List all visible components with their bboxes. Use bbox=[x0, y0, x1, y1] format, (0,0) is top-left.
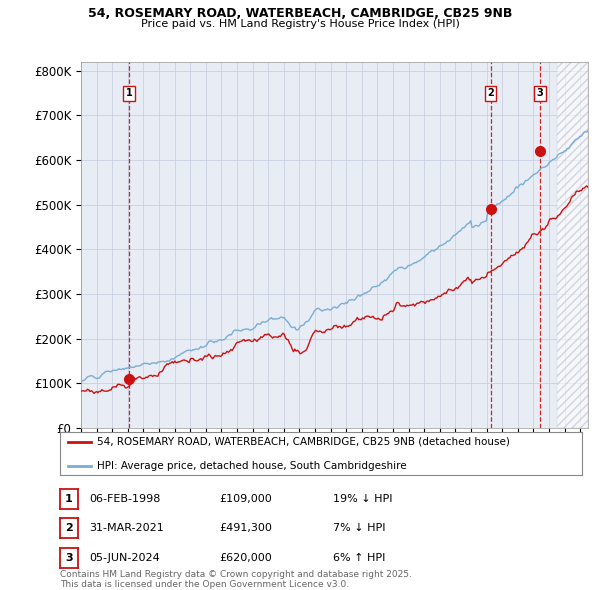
Text: 3: 3 bbox=[65, 553, 73, 562]
Text: Price paid vs. HM Land Registry's House Price Index (HPI): Price paid vs. HM Land Registry's House … bbox=[140, 19, 460, 29]
Text: 7% ↓ HPI: 7% ↓ HPI bbox=[333, 523, 386, 533]
Text: 54, ROSEMARY ROAD, WATERBEACH, CAMBRIDGE, CB25 9NB: 54, ROSEMARY ROAD, WATERBEACH, CAMBRIDGE… bbox=[88, 7, 512, 20]
Text: 1: 1 bbox=[126, 88, 133, 98]
Text: 2: 2 bbox=[487, 88, 494, 98]
Text: £491,300: £491,300 bbox=[219, 523, 272, 533]
Text: 2: 2 bbox=[65, 523, 73, 533]
Text: 19% ↓ HPI: 19% ↓ HPI bbox=[333, 494, 392, 503]
Text: 31-MAR-2021: 31-MAR-2021 bbox=[89, 523, 164, 533]
Text: This data is licensed under the Open Government Licence v3.0.: This data is licensed under the Open Gov… bbox=[60, 579, 349, 589]
Text: £109,000: £109,000 bbox=[219, 494, 272, 503]
Text: 05-JUN-2024: 05-JUN-2024 bbox=[89, 553, 160, 562]
Text: Contains HM Land Registry data © Crown copyright and database right 2025.: Contains HM Land Registry data © Crown c… bbox=[60, 570, 412, 579]
Text: 6% ↑ HPI: 6% ↑ HPI bbox=[333, 553, 385, 562]
Text: 06-FEB-1998: 06-FEB-1998 bbox=[89, 494, 160, 503]
Text: 54, ROSEMARY ROAD, WATERBEACH, CAMBRIDGE, CB25 9NB (detached house): 54, ROSEMARY ROAD, WATERBEACH, CAMBRIDGE… bbox=[97, 437, 509, 447]
Text: 1: 1 bbox=[65, 494, 73, 503]
Text: 3: 3 bbox=[536, 88, 544, 98]
Text: HPI: Average price, detached house, South Cambridgeshire: HPI: Average price, detached house, Sout… bbox=[97, 461, 406, 471]
Text: £620,000: £620,000 bbox=[219, 553, 272, 562]
